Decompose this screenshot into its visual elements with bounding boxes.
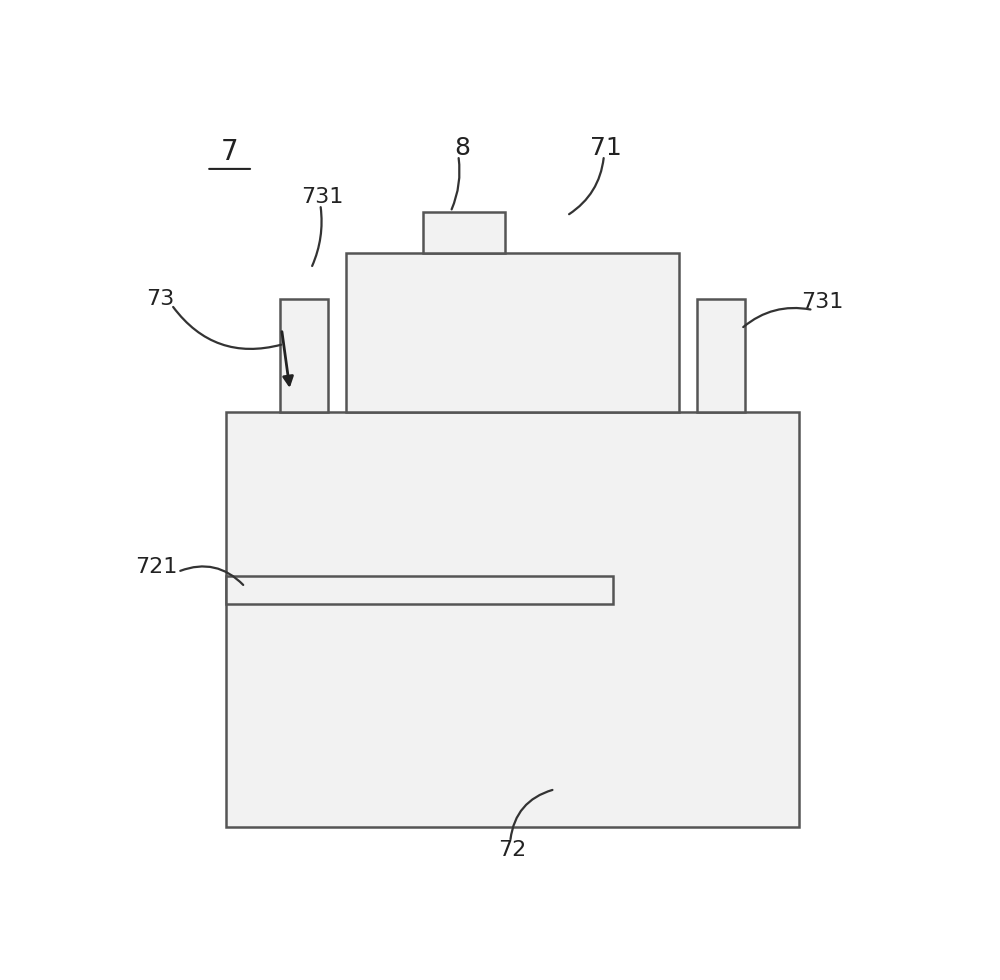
Text: 73: 73 xyxy=(146,289,174,309)
Text: 731: 731 xyxy=(801,292,844,313)
Text: 721: 721 xyxy=(135,557,177,576)
Bar xyxy=(280,299,328,412)
Bar xyxy=(697,299,745,412)
Text: 72: 72 xyxy=(498,840,527,859)
Bar xyxy=(226,412,799,827)
Text: 71: 71 xyxy=(590,136,621,160)
Bar xyxy=(423,212,505,254)
Text: 7: 7 xyxy=(221,137,238,166)
Bar xyxy=(346,254,679,412)
Bar xyxy=(226,575,613,605)
Text: 731: 731 xyxy=(301,187,344,207)
Text: 8: 8 xyxy=(454,136,470,160)
